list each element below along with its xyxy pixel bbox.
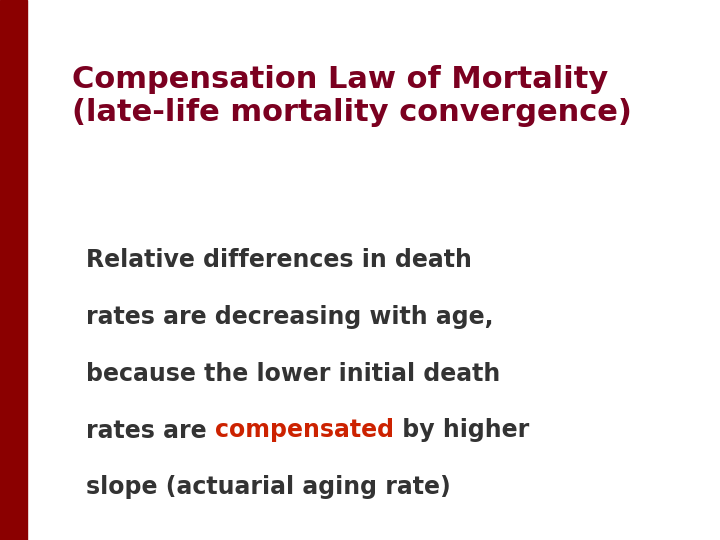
Text: compensated: compensated: [215, 418, 395, 442]
Text: Relative differences in death: Relative differences in death: [86, 248, 472, 272]
Text: Compensation Law of Mortality
(late-life mortality convergence): Compensation Law of Mortality (late-life…: [72, 65, 632, 127]
Text: by higher: by higher: [395, 418, 529, 442]
Text: rates are: rates are: [86, 418, 215, 442]
Text: rates are decreasing with age,: rates are decreasing with age,: [86, 305, 494, 329]
Text: slope (actuarial aging rate): slope (actuarial aging rate): [86, 475, 451, 499]
Bar: [0, 0, 27, 540]
Text: because the lower initial death: because the lower initial death: [86, 362, 500, 386]
